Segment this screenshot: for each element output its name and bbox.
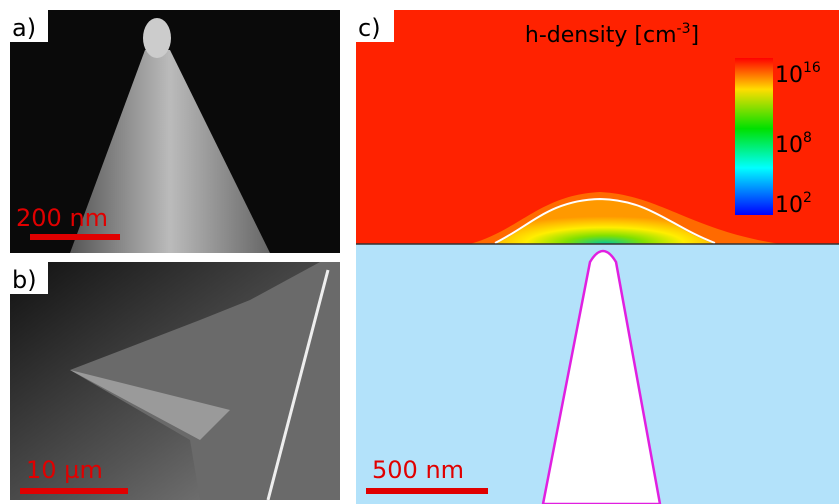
base: 10: [775, 63, 803, 88]
scale-bar-label: 200 nm: [16, 204, 108, 232]
figure: a) 200 nm b) 10 µm c) h-density [cm-3] 1…: [0, 0, 839, 504]
exponent: 2: [803, 190, 812, 206]
scale-bar: [30, 234, 120, 240]
base: 10: [775, 133, 803, 158]
title-end: ]: [691, 23, 700, 48]
scale-bar-label: 10 µm: [26, 456, 103, 484]
exponent: 16: [803, 60, 821, 76]
title-sup: -3: [677, 21, 691, 37]
colorbar: [735, 58, 773, 215]
tip-apex: [143, 18, 171, 58]
title-text: h-density [cm: [525, 23, 677, 48]
exponent: 8: [803, 130, 812, 146]
scale-bar: [20, 488, 128, 494]
scale-bar: [366, 488, 488, 494]
panel-label: a): [12, 14, 36, 42]
base: 10: [775, 193, 803, 218]
scale-bar-label: 500 nm: [372, 456, 464, 484]
colorbar-title: h-density [cm-3]: [525, 21, 699, 48]
panel-label: c): [358, 14, 381, 42]
panel-label: b): [12, 266, 37, 294]
